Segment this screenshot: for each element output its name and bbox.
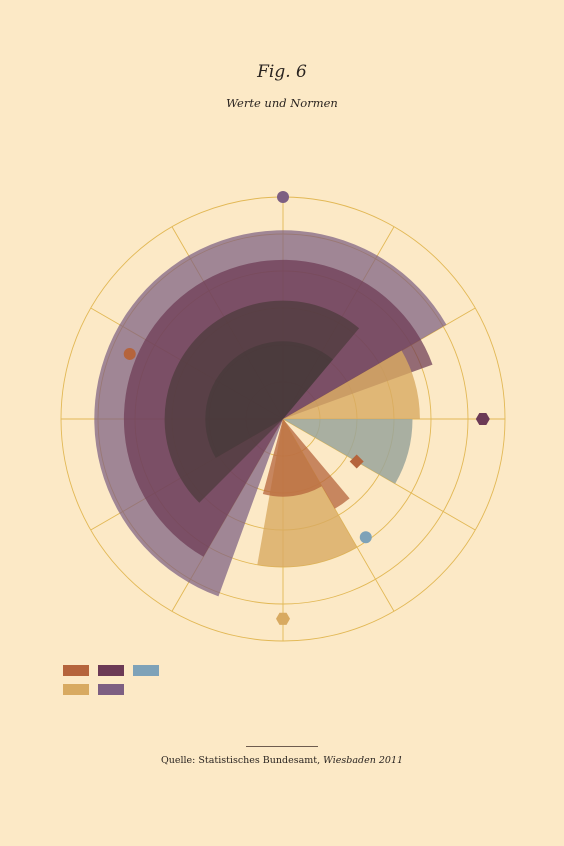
chart-markers [123,191,490,625]
bar-series-5-segment-1 [283,419,350,509]
legend-swatch-steel-blue [133,665,159,676]
chart-bars [94,230,447,597]
marker-hexagon-2 [475,412,490,426]
figure-title: Fig. 6 [257,62,307,82]
source-place-year: Wiesbaden 2011 [323,755,404,766]
figure-subtitle: Werte und Normen [226,96,338,110]
source-divider [246,746,318,747]
source-line: Quelle: Statistisches Bundesamt, Wiesbad… [0,755,564,766]
marker-circle-4 [359,531,372,544]
legend-swatch-sand [63,684,89,695]
legend-swatch-rust [63,665,89,676]
bar-series-7-segment-1 [205,341,333,458]
marker-circle-1 [277,191,289,203]
legend-swatch-mauve [98,684,124,695]
marker-circle-6 [123,347,136,360]
marker-hexagon-5 [276,612,290,625]
legend-swatch-plum [98,665,124,676]
bar-series-5-segment-2 [262,419,322,497]
bar-series-4-segment-1 [283,419,413,484]
source-prefix: Quelle: Statistisches Bundesamt, [160,755,321,766]
legend [63,665,173,701]
bar-series-3-segment-1 [283,350,420,419]
marker-diamond-3 [349,454,364,469]
